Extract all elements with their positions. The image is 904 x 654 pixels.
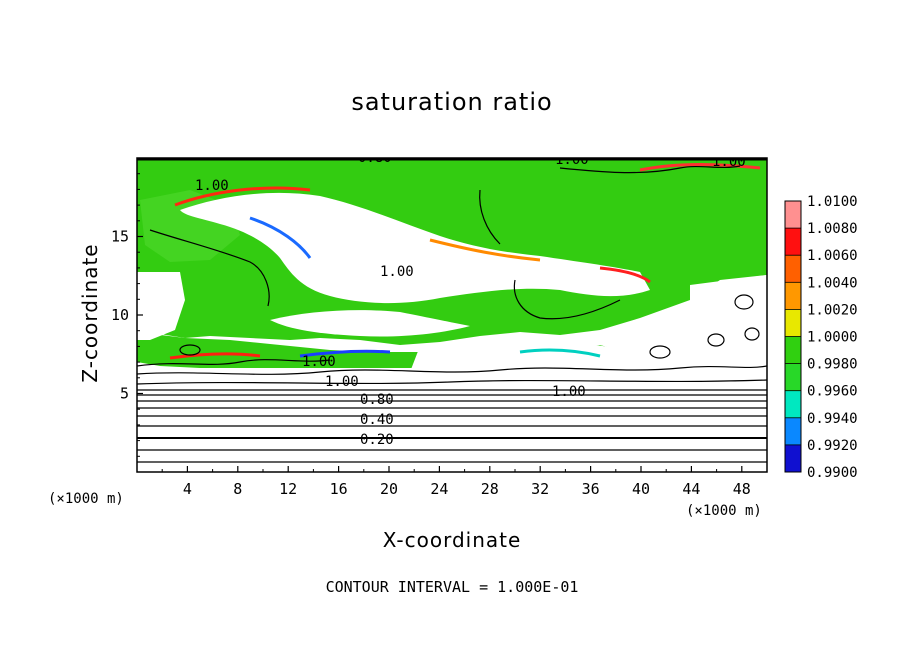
- colorbar: 1.0100 1.0080 1.0060 1.0040 1.0020 1.0000 0.99…: [784, 194, 858, 481]
- fringe-red-top: [174, 186, 311, 207]
- x-tick-label: 48: [733, 480, 751, 498]
- colorbar-swatch: [785, 228, 801, 256]
- colorbar-swatch: [785, 255, 801, 283]
- contour-line: [559, 165, 741, 174]
- fringe-edges: [169, 163, 761, 360]
- x-tick-label: 28: [481, 480, 499, 498]
- colorbar-tick-label: 1.0080: [807, 221, 858, 237]
- fringe-red-ne: [639, 163, 761, 172]
- contour-labels: 0.80 1.00 1.001.001.001.001.001.000.800.40…: [195, 150, 746, 448]
- fringe-teal-lower: [519, 348, 601, 358]
- y-unit-label: (×1000 m): [48, 491, 124, 507]
- colorbar-tick-label: 0.9940: [807, 411, 858, 427]
- contour-line: [513, 279, 621, 320]
- contour-line: [137, 379, 767, 385]
- colorbar-swatch: [785, 309, 801, 337]
- y-axis: 5 10 15: [111, 173, 143, 457]
- contour-label: 1.00: [380, 264, 414, 280]
- x-tick-label: 36: [582, 480, 600, 498]
- x-axis: 4 8 12 16 20 24 28 32 36 40 44 48: [161, 466, 751, 498]
- contour-lines: [137, 158, 767, 463]
- white-region-top: [180, 192, 650, 304]
- contour-line: [734, 294, 754, 310]
- contour-line: [744, 327, 760, 341]
- x-tick-label: 20: [380, 480, 398, 498]
- colorbar-tick-label: 0.9920: [807, 438, 858, 454]
- colorbar-tick-label: 1.0000: [807, 330, 858, 346]
- colorbar-tick-label: 1.0060: [807, 248, 858, 264]
- colorbar-tick-label: 1.0040: [807, 275, 858, 291]
- fringe-blue-top: [249, 216, 312, 259]
- contour-label: 0.20: [360, 432, 394, 448]
- colorbar-swatch: [785, 417, 801, 445]
- colorbar-tick-label: 0.9960: [807, 384, 858, 400]
- contour-label: 1.00: [302, 354, 336, 370]
- white-region-bottom: [137, 368, 767, 472]
- white-region-left: [137, 272, 185, 340]
- contour-label: 1.00: [712, 154, 746, 170]
- fringe-orange-mid: [429, 238, 541, 262]
- fringe-red-lower: [169, 352, 261, 360]
- contour-line: [707, 333, 725, 347]
- x-unit-label: (×1000 m): [686, 503, 762, 519]
- y-tick-label: 15: [111, 228, 129, 246]
- colorbar-swatch: [785, 444, 801, 472]
- contour-label: 0.80: [358, 150, 392, 166]
- contour-line: [179, 344, 201, 356]
- x-axis-label: X-coordinate: [382, 528, 522, 552]
- colorbar-tick-label: 1.0100: [807, 194, 858, 210]
- x-tick-label: 44: [682, 480, 700, 498]
- x-tick-label: 4: [183, 480, 192, 498]
- y-axis-label: Z-coordinate: [78, 243, 102, 383]
- colorbar-tick-label: 0.9900: [807, 465, 858, 481]
- contour-interval-text: CONTOUR INTERVAL = 1.000E-01: [325, 578, 579, 596]
- fringe-red-right: [599, 266, 651, 284]
- x-tick-label: 32: [531, 480, 549, 498]
- x-tick-label: 12: [279, 480, 297, 498]
- white-region-lowerband: [410, 338, 670, 372]
- contour-label: 0.40: [360, 412, 394, 428]
- y-tick-label: 10: [111, 306, 129, 324]
- contour-line: [137, 365, 767, 375]
- contour-label: 1.00: [195, 178, 229, 194]
- contour-line: [649, 345, 671, 359]
- contour-label: 1.00: [325, 374, 359, 390]
- x-tick-label: 16: [330, 480, 348, 498]
- colorbar-swatch: [785, 336, 801, 364]
- chart-title: saturation ratio: [351, 88, 553, 116]
- contour-line: [149, 229, 270, 307]
- subsaturated-regions: [137, 192, 767, 472]
- colorbar-tick-label: 0.9980: [807, 357, 858, 373]
- contour-label: 1.00: [555, 152, 589, 168]
- colorbar-tick-label: 1.0020: [807, 302, 858, 318]
- x-tick-label: 8: [233, 480, 242, 498]
- white-region-mid: [270, 310, 470, 337]
- y-tick-label: 5: [120, 385, 129, 403]
- contour-label: 1.00: [552, 384, 586, 400]
- fringe-blue-lower: [299, 349, 391, 358]
- contour-line: [137, 359, 331, 367]
- colorbar-swatch: [785, 282, 801, 310]
- white-region-right: [690, 275, 767, 372]
- x-tick-label: 24: [430, 480, 448, 498]
- colorbar-swatch: [785, 363, 801, 391]
- x-tick-label: 40: [632, 480, 650, 498]
- colorbar-swatch: [785, 390, 801, 418]
- contour-label: 0.80: [360, 392, 394, 408]
- colorbar-swatch: [785, 201, 801, 229]
- contour-line: [479, 189, 501, 245]
